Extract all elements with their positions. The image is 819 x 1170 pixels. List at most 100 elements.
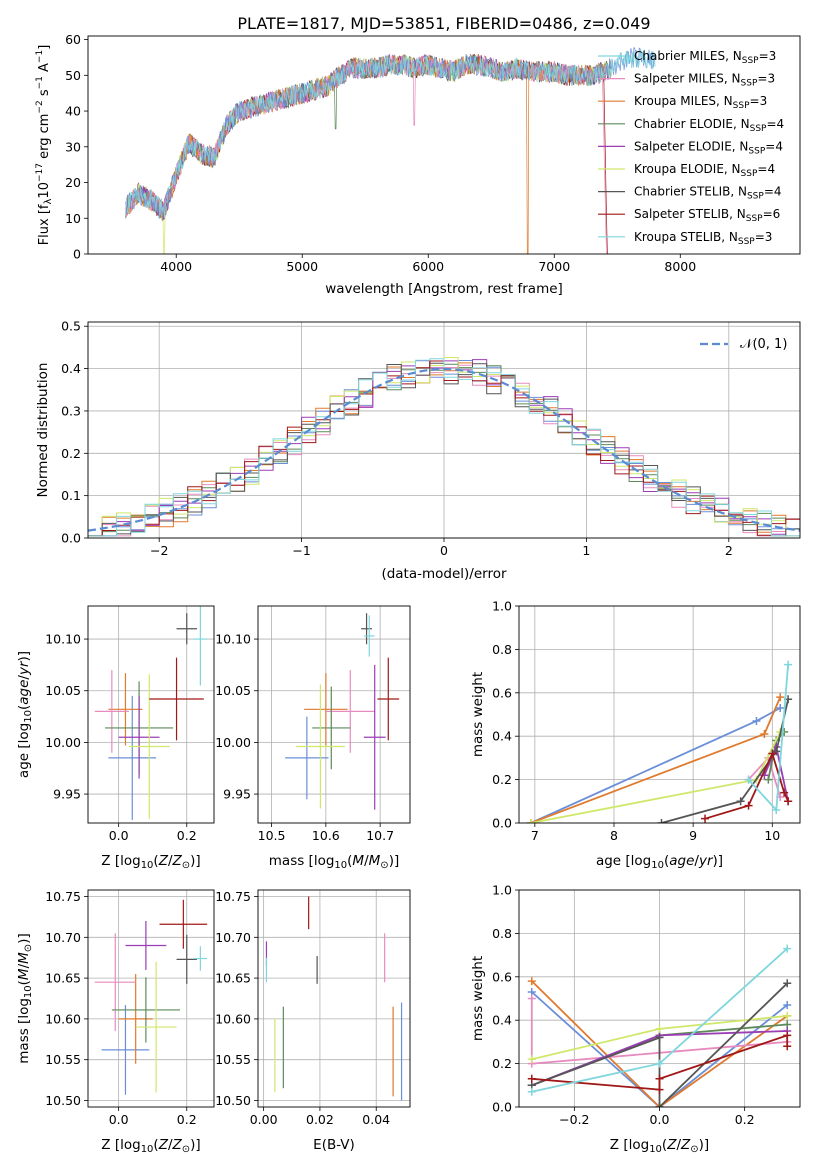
panel-mass_vs_Z: 0.0 0.2 10.50 10.55 10.60 10.65 10.70 10.75 Z [l… xyxy=(16,889,215,1155)
error-bar-point xyxy=(125,921,167,970)
y-tick-label: 1.0 xyxy=(492,883,512,898)
legend: Chabrier MILES, NSSP=3 Salpeter MILES, NS… xyxy=(598,49,784,247)
panel-mass_vs_EBV: 0.00 0.02 0.04 10.50 10.55 10.60 10.65 10.70 10.… xyxy=(215,889,411,1153)
weight-marker xyxy=(783,1011,792,1020)
x-axis-label: (data-model)/error xyxy=(381,566,507,582)
y-tick-label: 10.60 xyxy=(215,1011,251,1026)
ticks: 10.5 10.6 10.7 9.95 10.00 10.05 10.10 xyxy=(215,632,394,843)
figure-title: PLATE=1817, MJD=53851, FIBERID=0486, z=0… xyxy=(237,14,650,33)
axes-frame xyxy=(257,605,411,824)
axes-frame xyxy=(87,321,801,539)
y-tick-label: 10.05 xyxy=(215,683,251,698)
y-tick-label: 0.3 xyxy=(61,403,81,418)
error-bar-point xyxy=(118,695,160,779)
ticks: −0.2 0.0 0.2 0.0 0.2 0.4 0.6 0.8 1.0 xyxy=(492,883,754,1128)
weight-marker xyxy=(527,1074,536,1083)
legend: 𝒩(0, 1) xyxy=(700,337,787,352)
y-tick-label: 10.75 xyxy=(45,889,81,904)
y-tick-label: 10.65 xyxy=(215,971,251,986)
y-tick-label: 0 xyxy=(73,247,81,262)
error-bar-point xyxy=(193,946,208,971)
weight-marker xyxy=(655,1085,664,1094)
x-axis-label: mass [log10(M/M⊙)] xyxy=(269,853,399,871)
error-bar-point xyxy=(312,686,351,770)
x-tick-label: 0.2 xyxy=(177,828,197,843)
error-bar-point xyxy=(296,684,345,809)
legend-entry: Chabrier ELODIE, NSSP=4 xyxy=(634,117,784,134)
x-tick-label: 0.0 xyxy=(109,1112,129,1127)
spectrum-line xyxy=(125,48,656,219)
weight-marker xyxy=(527,1087,536,1096)
y-tick-label: 1.0 xyxy=(492,599,512,614)
x-tick-label: 0.0 xyxy=(650,1112,670,1127)
plot-area xyxy=(94,899,208,1095)
weight-line xyxy=(531,991,788,1107)
weight-marker xyxy=(655,1024,664,1033)
y-tick-label: 0.6 xyxy=(492,969,512,984)
y-tick-label: 0.0 xyxy=(492,1100,512,1115)
weight-marker xyxy=(784,797,793,806)
y-tick-label: 30 xyxy=(65,139,81,154)
plot-area xyxy=(265,896,403,1101)
x-tick-label: 0.0 xyxy=(109,828,129,843)
weight-marker xyxy=(783,979,792,988)
y-axis-label: mass [log10(M/M⊙)] xyxy=(16,933,34,1063)
y-axis-label: Normed distribution xyxy=(35,363,51,498)
x-tick-label: 7 xyxy=(531,828,539,843)
error-bar-point xyxy=(361,613,372,645)
y-tick-label: 0.2 xyxy=(492,1056,512,1071)
weight-marker xyxy=(744,801,753,810)
weight-marker xyxy=(527,994,536,1003)
y-axis-label: mass weight xyxy=(470,956,486,1041)
x-tick-label: 9 xyxy=(689,828,697,843)
y-tick-label: 10.05 xyxy=(45,683,81,698)
y-tick-label: 10.00 xyxy=(215,735,251,750)
weight-marker xyxy=(783,1001,792,1010)
weight-marker xyxy=(768,749,777,758)
y-tick-label: 10.70 xyxy=(215,930,251,945)
legend-entry: 𝒩(0, 1) xyxy=(740,337,787,352)
x-axis-label: Z [log10(Z/Z⊙)] xyxy=(101,1137,200,1155)
plot-area xyxy=(94,606,208,820)
error-bar-point xyxy=(159,899,208,949)
plot-area xyxy=(526,660,793,823)
weight-series xyxy=(527,1031,792,1094)
axes-frame xyxy=(87,35,801,255)
y-tick-label: 0.2 xyxy=(492,772,512,787)
y-tick-label: 10.10 xyxy=(215,632,251,647)
y-tick-label: 0.0 xyxy=(492,816,512,831)
weight-line xyxy=(661,699,789,823)
axes-frame xyxy=(518,889,801,1108)
legend-entry: Salpeter ELODIE, NSSP=4 xyxy=(634,139,783,156)
weight-marker xyxy=(783,1042,792,1051)
y-tick-label: 0.6 xyxy=(492,685,512,700)
y-tick-label: 10.55 xyxy=(215,1052,251,1067)
weight-marker xyxy=(527,977,536,986)
error-bar-point xyxy=(363,664,386,810)
y-tick-label: 10.70 xyxy=(45,930,81,945)
y-axis-label: mass weight xyxy=(470,672,486,757)
x-axis-label: age [log10(age/yr)] xyxy=(596,853,723,871)
weight-series xyxy=(701,749,793,823)
y-tick-label: 40 xyxy=(65,104,81,119)
weight-marker xyxy=(655,1059,664,1068)
x-axis-label: Z [log10(Z/Z⊙)] xyxy=(610,1137,709,1155)
x-tick-label: 0.04 xyxy=(362,1112,390,1127)
weight-marker xyxy=(784,660,793,669)
weight-marker xyxy=(701,814,710,823)
legend-entry: Kroupa STELIB, NSSP=3 xyxy=(634,230,772,247)
error-bar-point xyxy=(94,670,129,753)
plot-area xyxy=(125,46,656,254)
axes-frame xyxy=(257,889,411,1108)
x-tick-label: 10 xyxy=(764,828,780,843)
y-tick-label: 10.60 xyxy=(45,1011,81,1026)
error-bar-point xyxy=(128,674,170,819)
weight-line xyxy=(531,982,788,1107)
y-tick-label: 60 xyxy=(65,32,81,47)
x-tick-label: −1 xyxy=(292,543,310,558)
panel-age_vs_Z: 0.0 0.2 9.95 10.00 10.05 10.10 Z [log10(Z/Z⊙)]… xyxy=(16,605,215,871)
error-bar-point xyxy=(176,934,197,984)
y-tick-label: 0.8 xyxy=(492,926,512,941)
spectrum-line xyxy=(125,54,611,254)
